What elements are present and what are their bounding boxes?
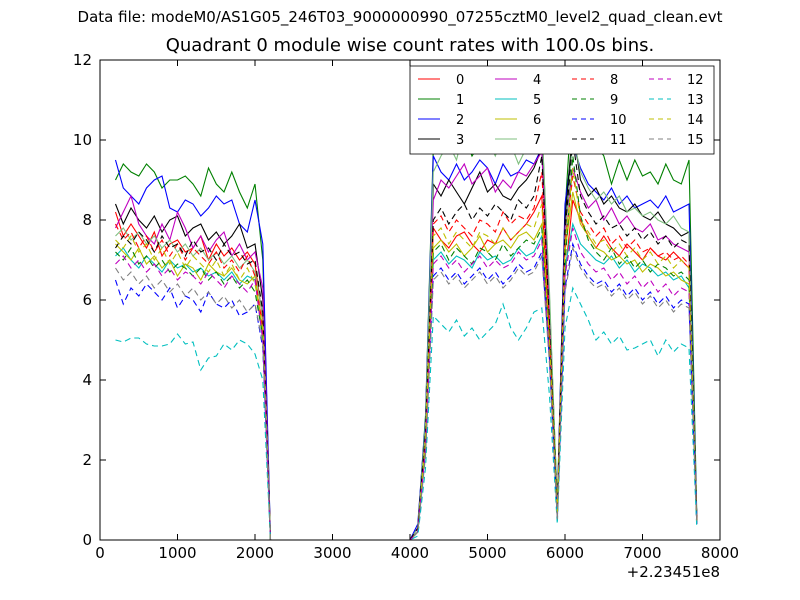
chart-title: Quadrant 0 module wise count rates with … — [165, 35, 655, 56]
y-tick-label: 10 — [73, 131, 92, 149]
series-line-14 — [115, 167, 698, 540]
x-tick-label: 3000 — [313, 544, 351, 562]
legend-label-14: 14 — [687, 113, 704, 128]
legend-label-9: 9 — [610, 93, 618, 108]
x-tick-label: 0 — [95, 544, 105, 562]
legend-label-13: 13 — [687, 93, 704, 108]
y-tick-label: 2 — [82, 451, 92, 469]
y-tick-label: 4 — [82, 371, 92, 389]
series-line-12 — [115, 227, 698, 540]
legend-label-15: 15 — [687, 133, 704, 148]
series-line-4 — [115, 150, 698, 540]
legend-label-2: 2 — [456, 113, 464, 128]
data-file-suptitle: Data file: modeM0/AS1G05_246T03_90000009… — [77, 8, 723, 26]
x-tick-label: 7000 — [623, 544, 661, 562]
legend-label-8: 8 — [610, 73, 618, 88]
legend-label-10: 10 — [610, 113, 627, 128]
x-tick-label: 6000 — [546, 544, 584, 562]
legend-label-4: 4 — [533, 73, 541, 88]
x-tick-label: 5000 — [468, 544, 506, 562]
series-line-11 — [115, 139, 698, 540]
legend-label-3: 3 — [456, 133, 464, 148]
series-line-1 — [115, 87, 698, 540]
y-tick-label: 12 — [73, 51, 92, 69]
legend-box — [409, 65, 715, 155]
series-line-7 — [115, 123, 698, 540]
legend-label-11: 11 — [610, 133, 627, 148]
legend-label-6: 6 — [533, 113, 541, 128]
series-line-9 — [115, 155, 698, 540]
series-line-5 — [115, 221, 698, 540]
legend-label-12: 12 — [687, 73, 704, 88]
series-line-13 — [115, 286, 698, 540]
x-tick-label: 8000 — [701, 544, 739, 562]
legend-label-1: 1 — [456, 93, 464, 108]
x-offset-label: +2.23451e8 — [627, 563, 720, 581]
series-line-15 — [115, 245, 698, 540]
legend-label-7: 7 — [533, 133, 541, 148]
x-tick-label: 2000 — [236, 544, 274, 562]
series-line-10 — [114, 241, 698, 540]
legend-label-5: 5 — [533, 93, 541, 108]
series-line-8 — [115, 171, 698, 540]
legend-label-0: 0 — [456, 73, 464, 88]
y-tick-label: 6 — [82, 291, 92, 309]
x-tick-label: 4000 — [391, 544, 429, 562]
y-tick-label: 8 — [82, 211, 92, 229]
y-tick-label: 0 — [82, 531, 92, 549]
x-tick-label: 1000 — [158, 544, 196, 562]
series-line-6 — [115, 191, 698, 540]
